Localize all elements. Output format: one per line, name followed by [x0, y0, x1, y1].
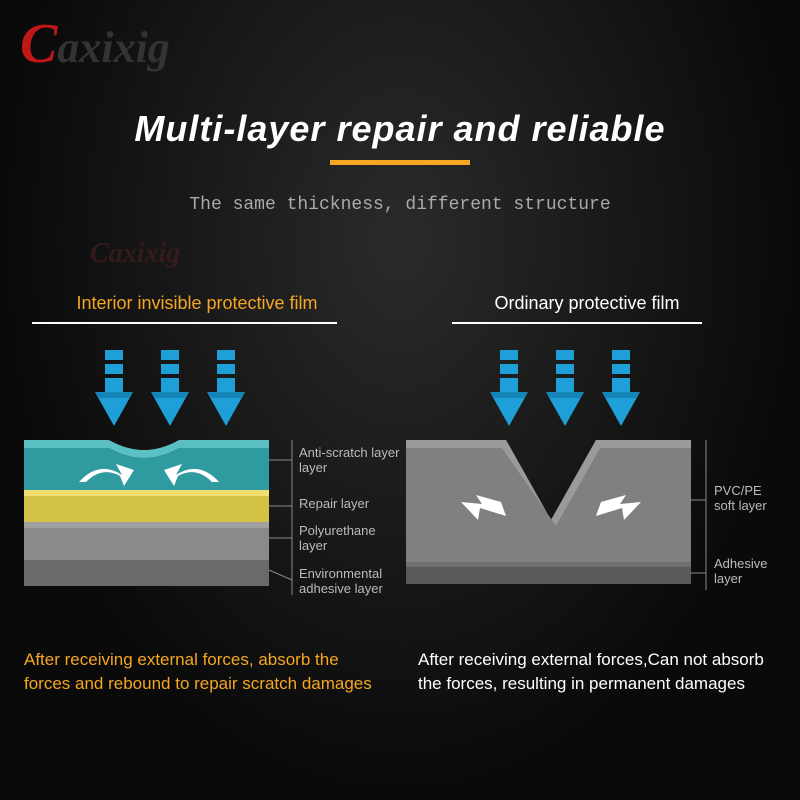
layer-label: Environmental	[299, 566, 382, 581]
left-layer-diagram: Anti-scratch layer layer Repair layer Po…	[24, 440, 404, 640]
layer-label: Repair layer	[299, 496, 370, 511]
arrow-down-icon	[207, 350, 245, 428]
force-arrows-right	[490, 350, 640, 428]
arrow-down-icon	[546, 350, 584, 428]
svg-text:adhesive layer: adhesive layer	[299, 581, 383, 596]
right-layer-diagram: PVC/PE soft layer Adhesive layer	[406, 440, 786, 640]
layer-label: PVC/PE	[714, 483, 762, 498]
svg-text:soft layer: soft layer	[714, 498, 767, 513]
subtitle: The same thickness, different structure	[0, 195, 800, 215]
svg-text:layer: layer	[714, 571, 743, 586]
layer-label: Polyurethane	[299, 523, 376, 538]
force-arrows-left	[95, 350, 245, 428]
right-header-underline	[452, 322, 702, 324]
layer-label: Adhesive	[714, 556, 767, 571]
left-description: After receiving external forces, absorb …	[24, 648, 374, 696]
right-description: After receiving external forces,Can not …	[418, 648, 768, 696]
layer-label: Anti-scratch layer	[299, 445, 400, 460]
page-title: Multi-layer repair and reliable	[0, 108, 800, 150]
arrow-down-icon	[602, 350, 640, 428]
left-header-underline	[32, 322, 337, 324]
brand-initial: C	[20, 13, 57, 75]
layer-stack	[406, 440, 691, 584]
brand-logo: Caxixig	[20, 12, 170, 76]
arrow-down-icon	[151, 350, 189, 428]
brand-rest: axixig	[57, 23, 169, 72]
arrow-down-icon	[490, 350, 528, 428]
layer-stack	[24, 440, 269, 586]
brand-watermark: Caxixig	[90, 238, 180, 270]
right-column-header: Ordinary protective film	[422, 293, 752, 314]
svg-text:layer: layer	[299, 538, 328, 553]
arrow-down-icon	[95, 350, 133, 428]
svg-text:layer: layer	[299, 460, 328, 475]
left-column-header: Interior invisible protective film	[32, 293, 362, 314]
title-underline	[330, 160, 470, 165]
